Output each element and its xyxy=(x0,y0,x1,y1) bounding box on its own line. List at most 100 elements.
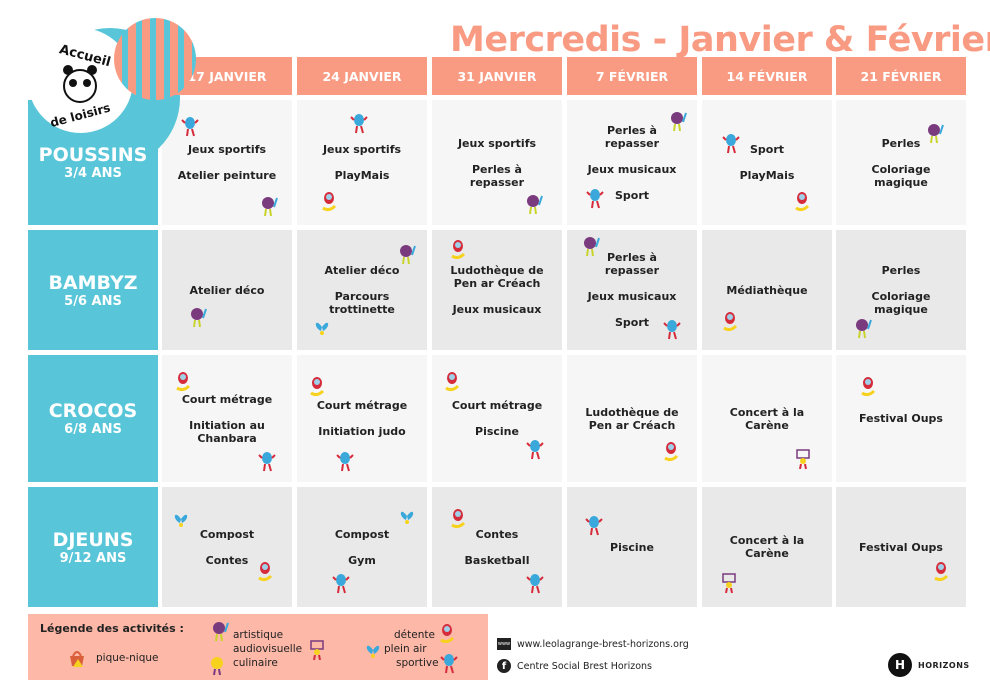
sportive-icon xyxy=(663,318,681,340)
activity-label: Festival Oups xyxy=(859,412,943,425)
group-name: DJEUNS xyxy=(52,528,134,551)
sportive-icon xyxy=(181,115,199,137)
activity-label: Jeux sportifs xyxy=(457,136,537,150)
artistique-icon xyxy=(260,195,278,217)
activity-label: Concert à la Carène xyxy=(729,534,805,560)
facebook-link[interactable]: f Centre Social Brest Horizons xyxy=(497,659,652,673)
group-age: 5/6 ANS xyxy=(64,293,122,309)
activity-label: Ludothèque de Pen ar Créach xyxy=(450,264,544,290)
sportive-icon xyxy=(336,450,354,472)
activity-cell: Ludothèque de Pen ar Créach Jeux musicaux xyxy=(432,230,562,350)
activity-cell: Sport PlayMais xyxy=(702,100,832,225)
activity-label: Perles à repasser xyxy=(469,162,525,189)
legend-sportive-icon xyxy=(440,652,458,674)
activity-label: Jeux musicaux xyxy=(587,162,677,176)
activity-cell: Perles Coloriage magique xyxy=(836,100,966,225)
legend-pique-nique: pique-nique xyxy=(96,652,159,664)
horizons-logo: H HORIZONS xyxy=(888,653,970,677)
detente-icon xyxy=(174,370,192,392)
activity-cell: Concert à la Carène xyxy=(702,355,832,482)
activity-cell: Médiathèque xyxy=(702,230,832,350)
legend: Légende des activités : pique-nique arti… xyxy=(28,614,488,680)
date-header: 24 JANVIER xyxy=(297,57,427,95)
group-name: POUSSINS xyxy=(38,144,148,166)
legend-title: Légende des activités : xyxy=(40,622,184,635)
plein-air-icon xyxy=(398,504,416,526)
legend-audiovisuelle: audiovisuelle xyxy=(233,643,303,655)
audiovisuelle-icon xyxy=(794,447,812,470)
legend-audiovisuelle-icon xyxy=(308,638,326,661)
group-label-crocos: CROCOS 6/8 ANS xyxy=(28,355,158,482)
detente-icon xyxy=(320,190,338,212)
activity-label: Atelier peinture xyxy=(177,169,277,182)
detente-icon xyxy=(308,375,326,397)
activity-label: Parcours trottinette xyxy=(329,290,395,316)
activity-label: Jeux sportifs xyxy=(322,143,402,156)
activity-cell: Ludothèque de Pen ar Créach xyxy=(567,355,697,482)
artistique-icon xyxy=(398,243,416,265)
activity-label: Initiation au Chanbara xyxy=(189,418,265,445)
activity-label: Coloriage magique xyxy=(871,290,931,316)
activity-label: Jeux musicaux xyxy=(587,290,677,303)
sportive-icon xyxy=(722,132,740,154)
group-name: CROCOS xyxy=(48,400,138,422)
legend-detente: détente xyxy=(394,629,435,641)
activity-cell: Court métrage Initiation judo xyxy=(297,355,427,482)
activity-label: Perles xyxy=(881,136,921,150)
activity-label: PlayMais xyxy=(334,169,390,182)
activity-label: Ludothèque de Pen ar Créach xyxy=(585,405,679,432)
activity-cell: Contes Basketball xyxy=(432,487,562,607)
group-age: 3/4 ANS xyxy=(64,166,122,181)
detente-icon xyxy=(793,190,811,212)
sportive-icon xyxy=(526,438,544,460)
page-title: Mercredis - Janvier & Février xyxy=(450,20,990,60)
activity-cell: Jeux sportifs Perles à repasser xyxy=(432,100,562,225)
activity-label: Jeux sportifs xyxy=(187,143,267,156)
activity-label: Perles xyxy=(881,264,921,277)
legend-artistique: artistique xyxy=(233,629,284,641)
activity-label: Compost xyxy=(334,527,390,541)
activity-label: Sport xyxy=(614,188,650,202)
detente-icon xyxy=(443,370,461,392)
activity-label: Perles à repasser xyxy=(604,251,660,277)
activity-label: Coloriage magique xyxy=(871,162,931,189)
detente-icon xyxy=(662,440,680,462)
decor-ball xyxy=(114,18,196,100)
activity-label: Concert à la Carène xyxy=(729,405,805,432)
activity-label: Court métrage xyxy=(181,392,273,406)
sportive-icon xyxy=(350,112,368,134)
legend-culinaire: culinaire xyxy=(233,657,278,669)
detente-icon xyxy=(256,560,274,582)
date-header: 31 JANVIER xyxy=(432,57,562,95)
detente-icon xyxy=(721,310,739,332)
artistique-icon xyxy=(582,235,600,257)
legend-plein-air: plein air xyxy=(384,643,427,655)
svg-text:de loisirs: de loisirs xyxy=(49,101,112,130)
detente-icon xyxy=(859,375,877,397)
website-link[interactable]: www www.leolagrange-brest-horizons.org xyxy=(497,638,689,650)
activity-label: Sport xyxy=(614,316,650,329)
activity-label: Gym xyxy=(348,553,376,567)
activity-label: Compost xyxy=(199,527,255,541)
facebook-icon: f xyxy=(497,659,511,673)
group-label-bambyz: BAMBYZ 5/6 ANS xyxy=(28,230,158,350)
activity-cell: Atelier déco xyxy=(162,230,292,350)
audiovisuelle-icon xyxy=(720,571,738,594)
artistique-icon xyxy=(525,193,543,215)
legend-detente-icon xyxy=(438,622,456,644)
group-age: 9/12 ANS xyxy=(59,550,127,566)
activity-label: Contes xyxy=(205,553,249,567)
date-header: 7 FÉVRIER xyxy=(567,57,697,95)
activity-cell: Perles Coloriage magique xyxy=(836,230,966,350)
activity-label: Jeux musicaux xyxy=(452,303,542,316)
artistique-icon xyxy=(926,122,944,144)
group-age: 6/8 ANS xyxy=(64,422,122,437)
activity-label: Sport xyxy=(749,143,785,156)
detente-icon xyxy=(449,238,467,260)
activity-label: Atelier déco xyxy=(324,264,400,277)
plein-air-icon xyxy=(172,507,190,529)
activity-cell: Festival Oups xyxy=(836,487,966,607)
group-label-djeuns: DJEUNS 9/12 ANS xyxy=(28,487,158,607)
legend-artistique-icon xyxy=(211,620,229,642)
activity-cell: Concert à la Carène xyxy=(702,487,832,607)
